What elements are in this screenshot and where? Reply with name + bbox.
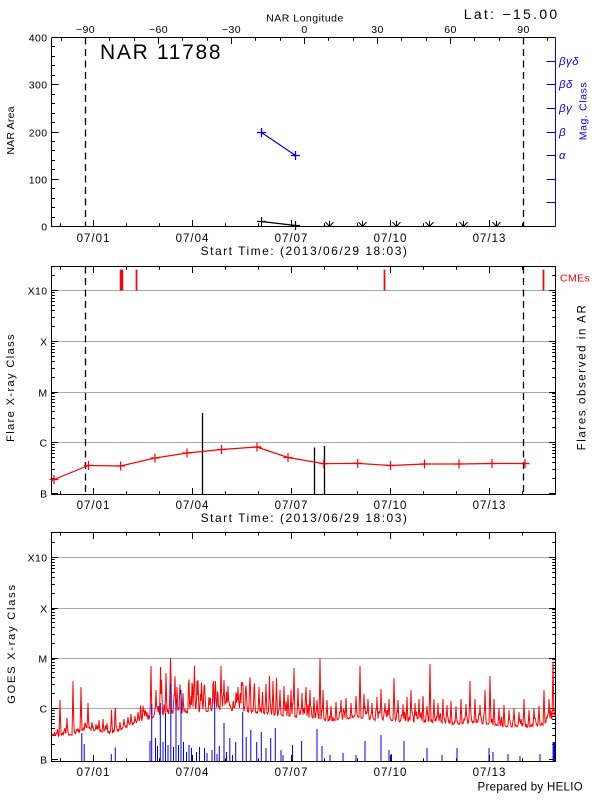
- svg-text:−90: −90: [76, 24, 95, 36]
- svg-text:X10: X10: [28, 552, 48, 564]
- svg-text:200: 200: [29, 127, 48, 139]
- svg-text:Lat: −15.00: Lat: −15.00: [464, 6, 560, 22]
- svg-text:Start Time: (2013/06/29 18:03): Start Time: (2013/06/29 18:03): [201, 244, 409, 258]
- svg-text:07/01: 07/01: [77, 233, 111, 245]
- svg-text:100: 100: [29, 174, 48, 186]
- svg-text:07/01: 07/01: [77, 767, 111, 779]
- svg-text:30: 30: [371, 24, 383, 36]
- svg-text:βγ: βγ: [558, 103, 573, 115]
- svg-text:300: 300: [29, 79, 48, 91]
- svg-text:07/04: 07/04: [176, 500, 210, 512]
- svg-text:07/07: 07/07: [275, 500, 309, 512]
- svg-text:C: C: [40, 437, 48, 449]
- svg-text:M: M: [38, 387, 47, 399]
- svg-text:−60: −60: [149, 24, 168, 36]
- svg-text:X: X: [40, 603, 47, 615]
- svg-text:Flares observed in AR: Flares observed in AR: [577, 304, 589, 451]
- svg-text:07/01: 07/01: [77, 500, 111, 512]
- svg-text:M: M: [38, 653, 47, 665]
- svg-text:α: α: [559, 150, 566, 162]
- svg-text:βγδ: βγδ: [558, 56, 579, 68]
- svg-text:07/10: 07/10: [374, 233, 408, 245]
- svg-text:Mag. Class: Mag. Class: [578, 82, 590, 141]
- svg-text:−30: −30: [222, 24, 241, 36]
- svg-text:Flare X-ray Class: Flare X-ray Class: [5, 333, 17, 442]
- svg-text:B: B: [40, 488, 47, 500]
- svg-text:07/10: 07/10: [374, 767, 408, 779]
- svg-text:βδ: βδ: [558, 79, 573, 91]
- svg-text:0: 0: [301, 24, 307, 36]
- svg-text:Prepared by HELIO: Prepared by HELIO: [478, 782, 583, 794]
- svg-text:CMEs: CMEs: [560, 273, 590, 285]
- svg-text:NAR 11788: NAR 11788: [100, 41, 222, 64]
- svg-text:60: 60: [444, 24, 456, 36]
- svg-text:C: C: [40, 703, 48, 715]
- svg-text:NAR Longitude: NAR Longitude: [266, 13, 344, 25]
- svg-text:β: β: [558, 127, 566, 139]
- svg-text:Start Time: (2013/06/29 18:03): Start Time: (2013/06/29 18:03): [201, 511, 409, 525]
- svg-text:07/07: 07/07: [275, 767, 309, 779]
- svg-text:0: 0: [41, 221, 47, 233]
- svg-text:07/07: 07/07: [275, 233, 309, 245]
- svg-text:07/10: 07/10: [374, 500, 408, 512]
- svg-text:NAR Area: NAR Area: [5, 106, 17, 154]
- svg-text:07/04: 07/04: [176, 233, 210, 245]
- svg-text:400: 400: [29, 32, 48, 44]
- svg-text:GOES X-ray Class: GOES X-ray Class: [6, 583, 18, 703]
- svg-text:X10: X10: [28, 285, 48, 297]
- svg-text:X: X: [40, 336, 47, 348]
- svg-text:B: B: [40, 754, 47, 766]
- svg-text:07/13: 07/13: [473, 233, 507, 245]
- svg-text:07/13: 07/13: [473, 767, 507, 779]
- svg-text:90: 90: [517, 24, 529, 36]
- svg-text:07/04: 07/04: [176, 767, 210, 779]
- svg-text:07/13: 07/13: [473, 500, 507, 512]
